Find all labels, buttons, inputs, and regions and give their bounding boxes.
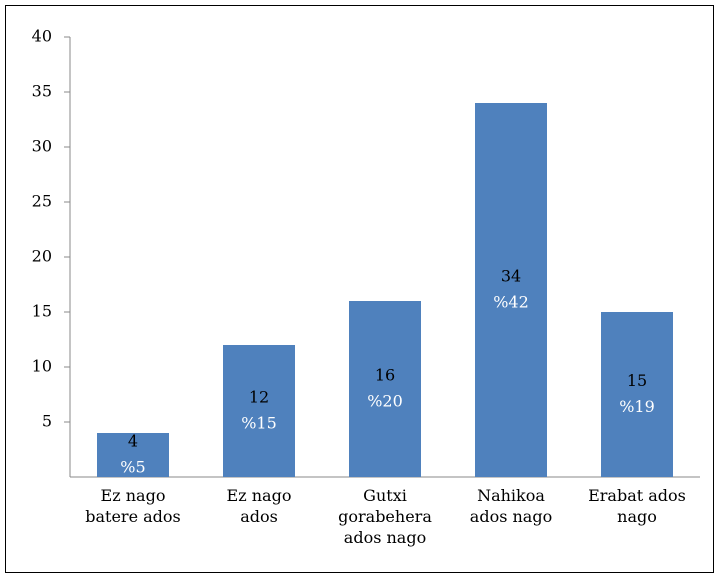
bar [349, 301, 421, 477]
x-tick-label: Gutxi gorabehera ados nago [338, 486, 432, 547]
x-tick-label: Ez nago ados [226, 486, 292, 526]
y-tick-label: 10 [32, 357, 52, 376]
y-tick-label: 25 [32, 192, 52, 211]
value-label: 15 [627, 371, 647, 390]
percent-label: %42 [493, 293, 529, 312]
value-label: 16 [375, 366, 395, 385]
y-tick-label: 40 [32, 27, 52, 46]
y-tick-label: 5 [42, 412, 52, 431]
percent-label: %19 [619, 397, 655, 416]
y-tick-label: 20 [32, 247, 52, 266]
percent-label: %20 [367, 392, 403, 411]
percent-label: %5 [120, 458, 145, 477]
y-tick-label: 15 [32, 302, 52, 321]
x-tick-label: Erabat ados nago [588, 486, 686, 526]
bar [97, 433, 169, 477]
value-label: 34 [501, 267, 521, 286]
value-label: 12 [249, 388, 269, 407]
y-tick-label: 35 [32, 82, 52, 101]
x-tick-label: Ez nago batere ados [85, 486, 181, 526]
bar [223, 345, 295, 477]
value-label: 4 [128, 432, 138, 451]
percent-label: %15 [241, 414, 277, 433]
y-tick-label: 30 [32, 137, 52, 156]
chart-border [5, 5, 714, 573]
bar [475, 103, 547, 477]
x-tick-label: Nahikoa ados nago [469, 486, 553, 526]
bar [601, 312, 673, 477]
